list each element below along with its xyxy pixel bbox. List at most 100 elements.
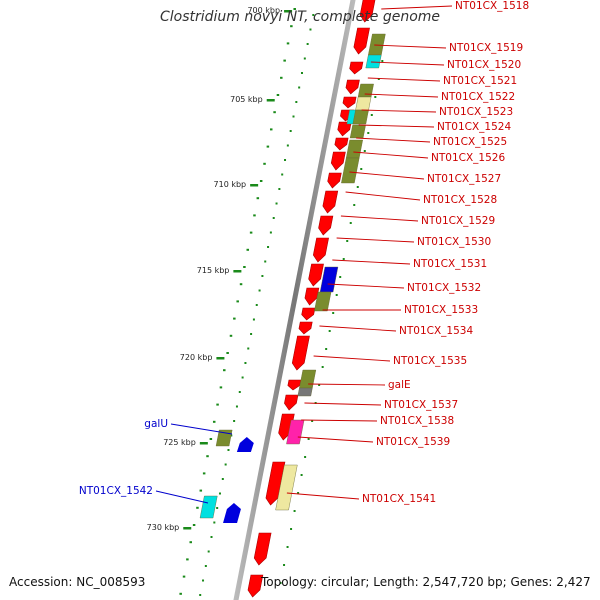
leader-line <box>170 423 233 435</box>
cds-arrow[interactable] <box>312 237 329 263</box>
cog-box[interactable] <box>299 369 317 389</box>
gene-label[interactable]: NT01CX_1532 <box>407 282 481 294</box>
cds-arrow[interactable] <box>353 27 370 55</box>
label-leader-lines <box>155 5 453 504</box>
gene-label[interactable]: NT01CX_1522 <box>441 91 515 103</box>
cds-arrow[interactable] <box>253 532 272 566</box>
gc-skew-dot <box>290 528 293 530</box>
gc-skew-dot <box>246 248 250 251</box>
cds-arrow[interactable] <box>345 79 360 95</box>
gene-label[interactable]: NT01CX_1535 <box>393 355 467 367</box>
gc-skew-dot <box>328 330 331 332</box>
gc-skew-dot <box>238 391 241 393</box>
cog-box[interactable] <box>297 387 313 397</box>
gene-label[interactable]: NT01CX_1537 <box>384 399 458 411</box>
leader-line <box>340 215 419 222</box>
cds-arrow[interactable] <box>327 172 342 189</box>
cds-arrow[interactable] <box>284 394 299 411</box>
gene-label[interactable]: NT01CX_1538 <box>380 415 454 427</box>
gc-skew-dot <box>307 438 310 440</box>
gene-label[interactable]: NT01CX_1541 <box>362 493 436 505</box>
cog-box[interactable] <box>199 495 218 519</box>
gc-skew-dot <box>209 438 213 440</box>
gene-label[interactable]: NT01CX_1533 <box>404 304 478 316</box>
cds-arrow[interactable] <box>334 137 349 151</box>
gene-label[interactable]: NT01CX_1530 <box>417 236 491 248</box>
cog-box[interactable] <box>345 139 363 159</box>
leader-line <box>332 259 411 265</box>
leader-line <box>374 44 447 49</box>
gc-skew-dot <box>281 173 284 176</box>
gc-skew-dot <box>275 202 278 205</box>
gene-label[interactable]: galU <box>144 418 168 430</box>
gene-label[interactable]: NT01CX_1524 <box>437 121 511 133</box>
cog-box[interactable] <box>314 291 332 312</box>
cds-arrow[interactable] <box>359 0 376 23</box>
gene-label[interactable]: NT01CX_1525 <box>433 136 507 148</box>
leader-line <box>353 151 429 159</box>
gc-skew-dot <box>298 86 301 89</box>
gene-label[interactable]: galE <box>388 379 411 391</box>
cds-arrow[interactable] <box>298 321 313 335</box>
cds-arrow[interactable] <box>287 379 302 391</box>
cog-track <box>199 33 386 519</box>
cog-box[interactable] <box>215 429 233 447</box>
cog-box[interactable] <box>349 124 366 139</box>
cds-arrow[interactable] <box>304 287 320 306</box>
gene-label[interactable]: NT01CX_1523 <box>439 106 513 118</box>
gene-label[interactable]: NT01CX_1542 <box>79 485 153 497</box>
gc-skew-dot <box>367 132 370 134</box>
leader-line <box>381 5 453 10</box>
scale-label: 700 kbp <box>247 6 280 15</box>
gene-label[interactable]: NT01CX_1519 <box>449 42 523 54</box>
cds-arrow[interactable] <box>301 307 316 321</box>
cds-arrow[interactable] <box>247 574 264 598</box>
cog-box[interactable] <box>286 419 305 445</box>
cog-box[interactable] <box>275 464 298 511</box>
leader-line <box>345 191 421 201</box>
cog-box[interactable] <box>368 33 386 56</box>
cds-arrow[interactable] <box>308 263 324 287</box>
cds-arrow[interactable] <box>265 461 286 506</box>
leader-line <box>308 383 386 386</box>
cog-box[interactable] <box>319 266 339 293</box>
gc-skew-dot <box>283 564 286 566</box>
cog-box[interactable] <box>352 109 369 125</box>
gc-skew-dot <box>264 260 267 263</box>
cds-arrow[interactable] <box>342 96 357 109</box>
gc-skew-dot <box>210 536 213 538</box>
gene-label[interactable]: NT01CX_1539 <box>376 436 450 448</box>
gene-label[interactable]: NT01CX_1531 <box>413 258 487 270</box>
cds-arrow[interactable] <box>278 413 295 441</box>
gc-skew-dot <box>300 474 303 476</box>
gc-skew-dot <box>206 455 209 458</box>
gene-label[interactable]: NT01CX_1529 <box>421 215 495 227</box>
gc-skew-dot <box>241 376 244 379</box>
cog-box[interactable] <box>341 157 360 184</box>
cds-arrow[interactable] <box>322 190 339 214</box>
gc-skew-dot <box>227 449 230 451</box>
cds-arrow[interactable] <box>330 151 346 171</box>
gc-skew-dot <box>311 420 314 422</box>
cog-box[interactable] <box>365 54 382 69</box>
gene-label[interactable]: NT01CX_1526 <box>431 152 505 164</box>
cds-arrow[interactable] <box>318 215 334 236</box>
gene-label[interactable]: NT01CX_1520 <box>447 59 521 71</box>
gene-label[interactable]: NT01CX_1527 <box>427 173 501 185</box>
gene-label[interactable]: NT01CX_1528 <box>423 194 497 206</box>
leader-line <box>155 490 209 504</box>
gc-skew-dot <box>374 96 377 98</box>
cds-arrow-reverse[interactable] <box>223 503 241 523</box>
gene-label[interactable]: NT01CX_1534 <box>399 325 473 337</box>
gc-skew-dot <box>276 94 280 96</box>
cds-arrow-reverse[interactable] <box>236 437 254 452</box>
cog-box[interactable] <box>357 83 374 98</box>
cds-arrow[interactable] <box>349 61 364 75</box>
cds-arrow[interactable] <box>291 335 310 371</box>
gene-label[interactable]: NT01CX_1521 <box>443 75 517 87</box>
gc-skew-dot <box>212 420 216 423</box>
gene-label[interactable]: NT01CX_1518 <box>455 0 529 12</box>
gc-skew-dot <box>202 472 206 475</box>
gc-skew-dot <box>353 204 356 206</box>
